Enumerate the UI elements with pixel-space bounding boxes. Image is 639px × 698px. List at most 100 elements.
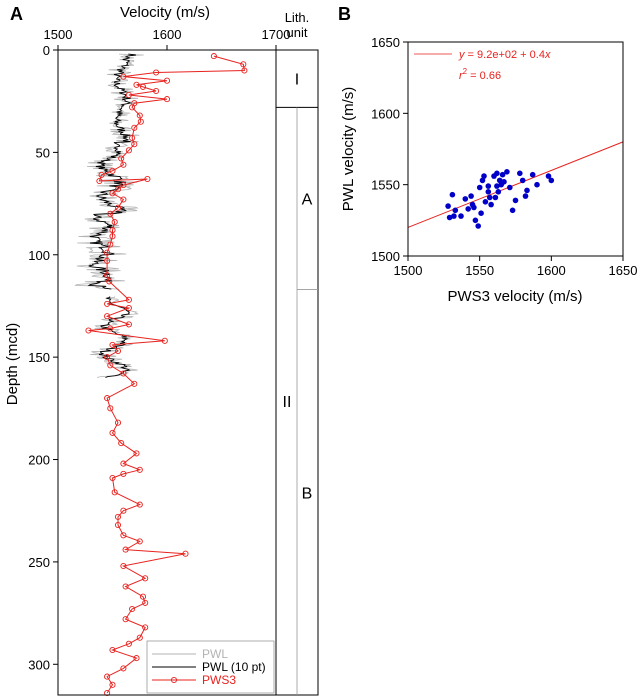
pws3-point [120, 182, 127, 189]
scatter-point [504, 169, 510, 175]
pws3-point [120, 470, 127, 477]
scatter-point [451, 213, 457, 219]
pws3-point [118, 440, 125, 447]
pws3-point [136, 634, 143, 641]
scatter-point [485, 183, 492, 189]
scatter-point [495, 189, 502, 195]
pws3-point [241, 67, 248, 74]
pws3-point [118, 155, 125, 162]
panel-b-label: B [338, 4, 351, 24]
pws3-point [131, 141, 138, 148]
scatter-point [471, 204, 477, 211]
pws3-point [98, 171, 105, 178]
pws3-point [125, 296, 132, 303]
pws3-line [88, 55, 245, 694]
panel-b-x-axis-title: PWS3 velocity (m/s) [447, 288, 582, 305]
pws3-point [109, 646, 116, 654]
scatter-point [499, 171, 506, 178]
legend-label-pws3: PWS3 [202, 673, 236, 687]
lith-header-line1: Lith. [285, 10, 310, 25]
panel-b-y-ticks: 1500 1550 1600 1650 [371, 35, 408, 264]
pws3-point [104, 673, 111, 680]
pws3-point [104, 354, 111, 361]
scatter-point [517, 170, 523, 177]
panel-b-y-tick-label: 1650 [371, 35, 400, 50]
scatter-point [529, 171, 536, 178]
pws3-point [114, 186, 122, 193]
pws3-point [120, 73, 127, 80]
pws3-point [106, 278, 113, 285]
panel-a-y-tick-label: 0 [43, 43, 50, 58]
pws3-point [104, 313, 111, 320]
pws3-point [129, 605, 136, 613]
scatter-point [501, 179, 507, 185]
pws3-point [153, 87, 160, 95]
pws3-point [161, 337, 168, 344]
panel-b-plot-frame [407, 41, 624, 257]
legend-box [146, 640, 275, 694]
scatter-point [524, 187, 530, 194]
legend-label-pwl: PWL [202, 647, 228, 661]
scatter-point [492, 194, 499, 201]
panel-b-x-tick-label: 1600 [537, 263, 566, 278]
pws3-point [104, 257, 111, 264]
pws3-point [139, 593, 147, 600]
pws3-point [104, 395, 111, 402]
scatter-point [452, 207, 459, 214]
panel-a-y-tick-label: 50 [36, 145, 50, 160]
panel-b-x-tick-label: 1500 [394, 263, 423, 278]
pws3-point [136, 501, 143, 508]
pws3-point [120, 460, 127, 467]
pws3-series [85, 53, 248, 697]
panel-a-y-tick-label: 250 [28, 555, 50, 570]
lith-header-line2: unit [287, 25, 308, 40]
scatter-point [496, 177, 503, 184]
pws3-point [210, 53, 217, 60]
lith-unit-label: II [283, 394, 292, 411]
pws3-point [109, 167, 116, 174]
pws3-point [163, 77, 171, 84]
pws3-point [182, 550, 189, 557]
pws3-point [114, 347, 122, 355]
panel-a-x-ticks: 1500 1600 1700 [44, 27, 290, 50]
panel-a-y-axis-title: Depth (mcd) [4, 323, 21, 406]
scatter-point [494, 170, 500, 177]
scatter-point [468, 193, 474, 199]
scatter-point [522, 193, 529, 199]
pws3-point [111, 218, 118, 226]
pws3-point [142, 575, 149, 582]
pwl-10pt-line [87, 53, 136, 290]
pwl-10pt-trace [87, 53, 136, 378]
pws3-point [125, 640, 132, 647]
pws3-point [122, 616, 129, 623]
panel-a-x-tick-label: 1500 [44, 27, 73, 42]
scatter-point [462, 196, 469, 202]
pws3-point [131, 380, 138, 387]
scatter-point [545, 173, 552, 179]
scatter-point [534, 181, 540, 188]
pws3-point [122, 546, 129, 553]
lith-subunit-label: B [302, 485, 313, 502]
panel-a-x-tick-label: 1600 [153, 27, 182, 42]
pws3-point [129, 134, 136, 142]
r-var: r [459, 70, 464, 82]
pws3-point [129, 104, 136, 111]
lith-subunit-label: A [302, 191, 313, 208]
pws3-point [109, 681, 116, 688]
pws3-point [120, 507, 127, 514]
scatter-point [488, 201, 494, 208]
scatter-point [494, 183, 500, 189]
pws3-point [240, 61, 247, 68]
pws3-point [120, 665, 127, 672]
scatter-point [509, 207, 516, 214]
scatter-point [548, 177, 555, 184]
pws3-point [125, 321, 132, 328]
pws3-point [104, 272, 111, 279]
scatter-point [446, 214, 453, 221]
pws3-point [109, 190, 116, 197]
panel-a-plot-frame [57, 49, 277, 696]
panel-b-x-tick-label: 1650 [609, 263, 638, 278]
legend-marker-pws3 [170, 676, 178, 684]
pws3-point [114, 204, 122, 211]
